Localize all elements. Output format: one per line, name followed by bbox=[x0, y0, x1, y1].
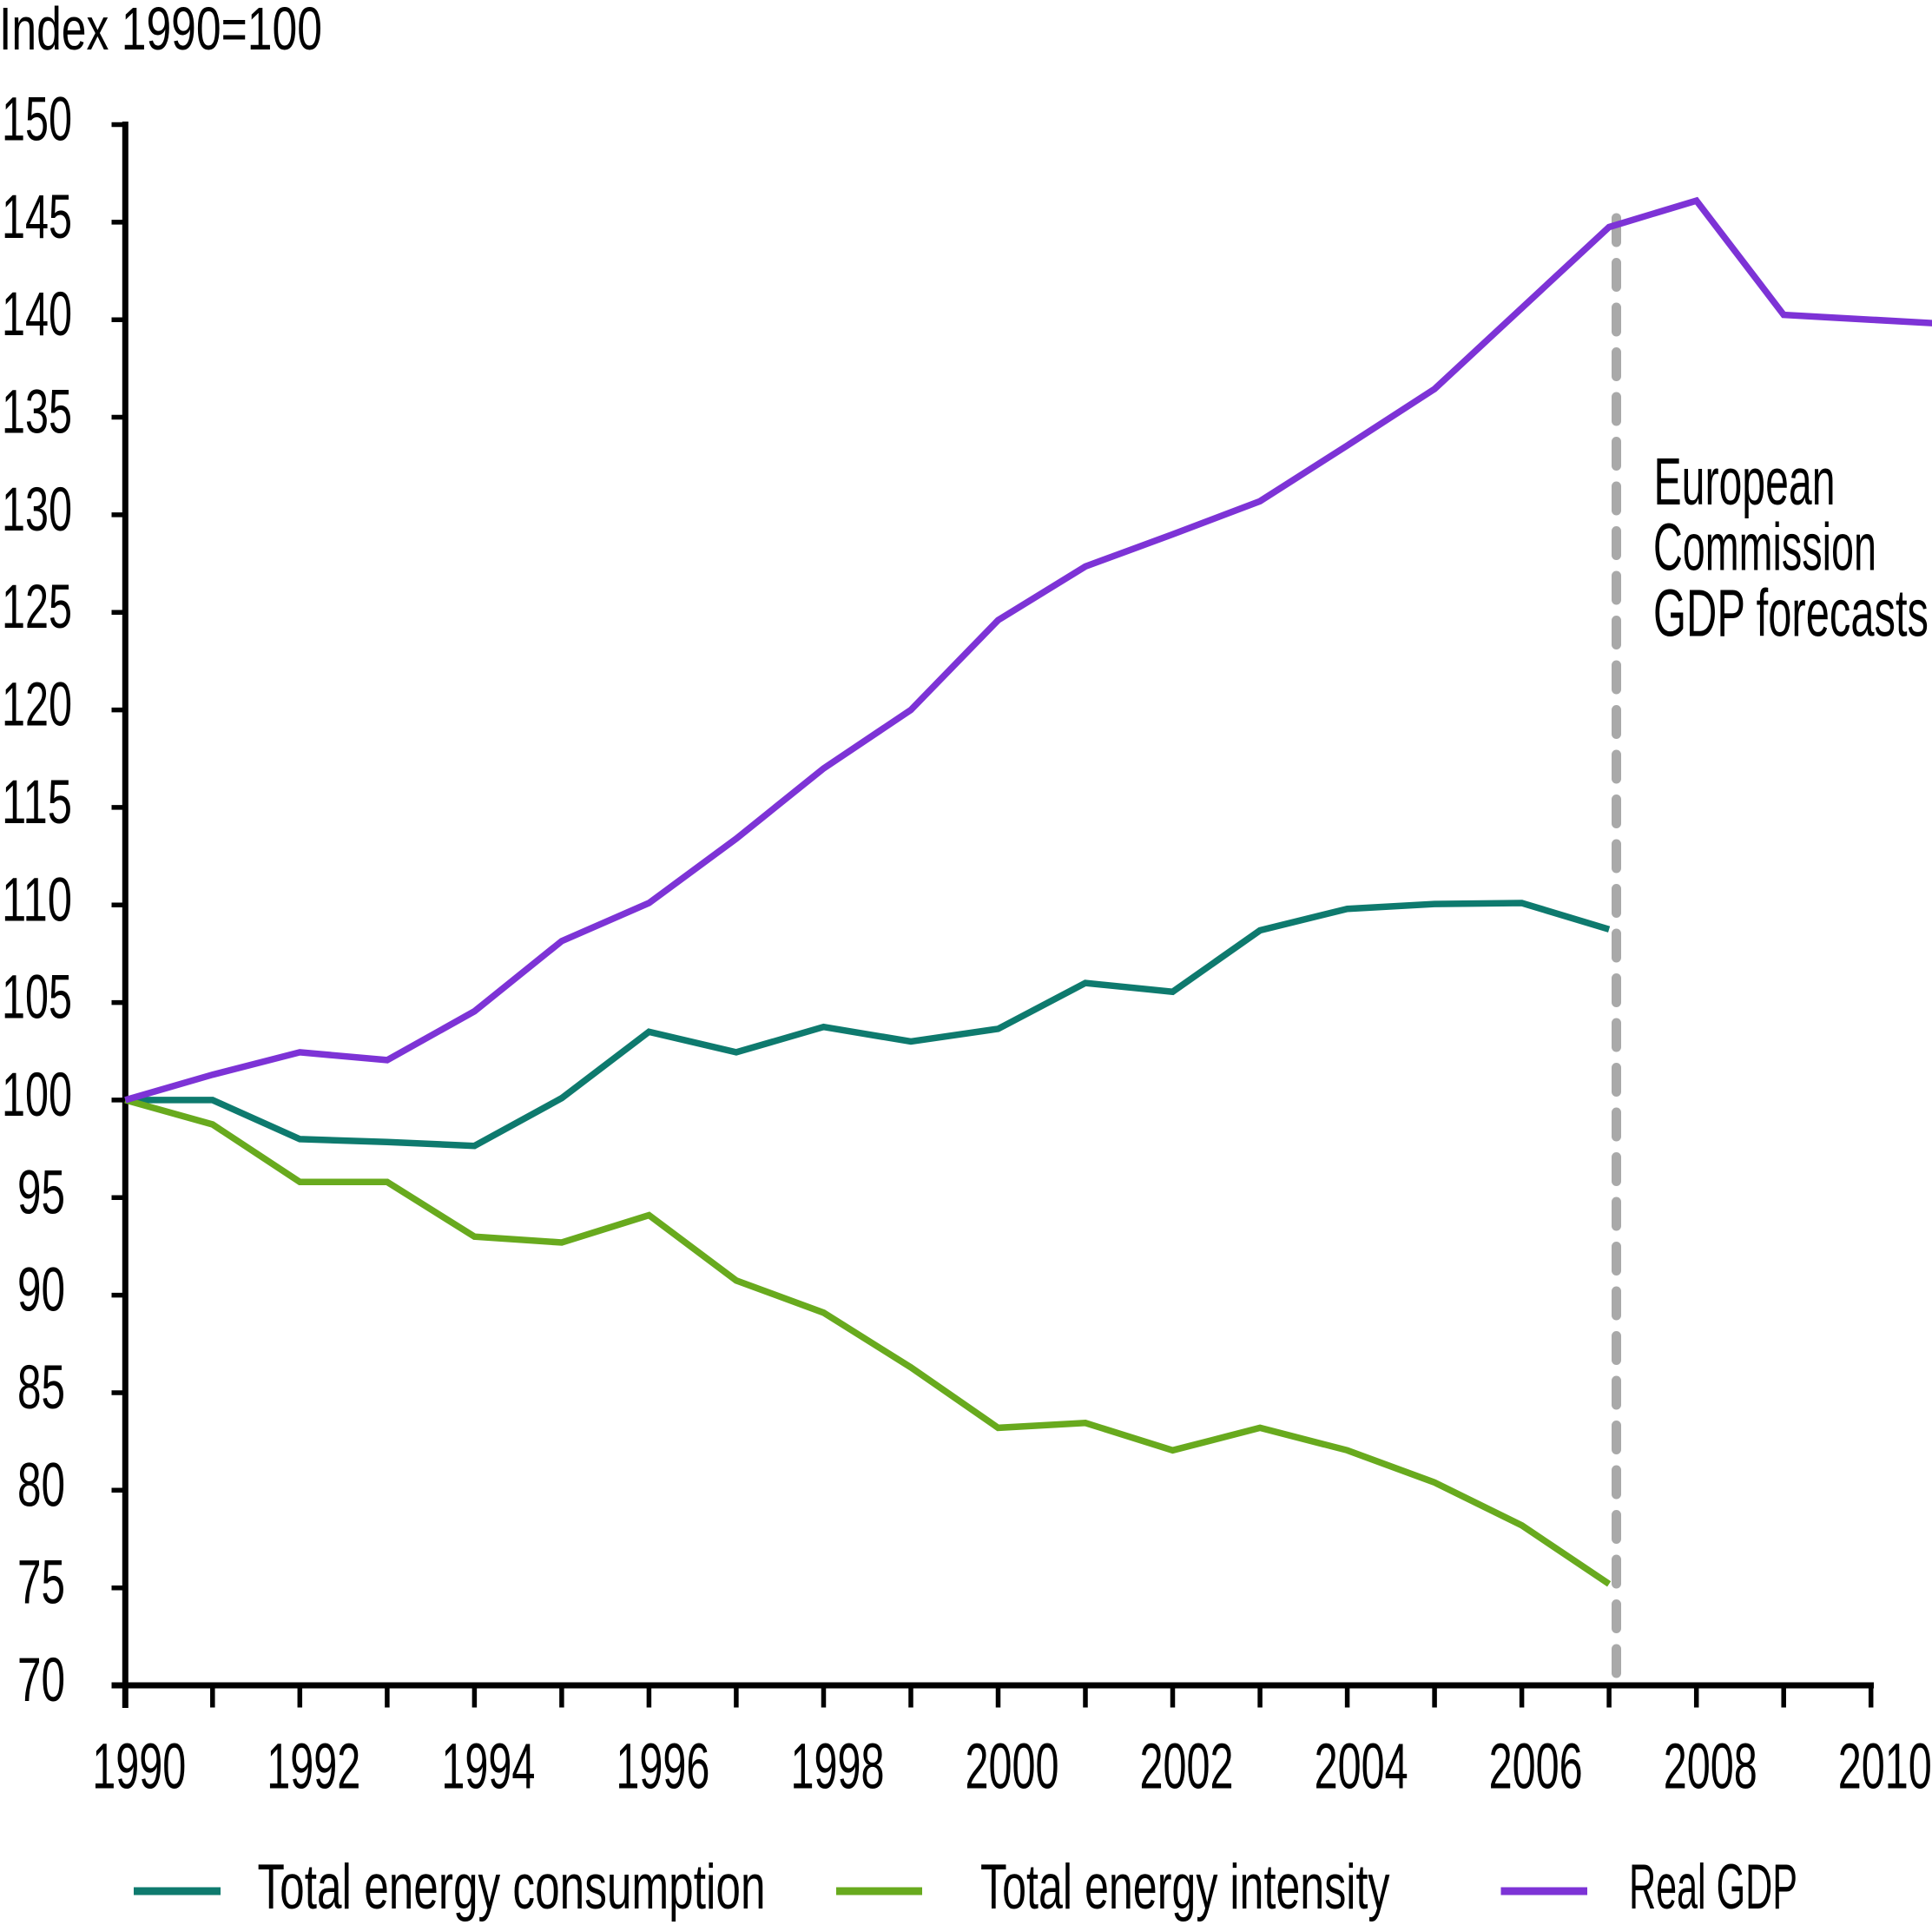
svg-text:105: 105 bbox=[2, 964, 72, 1032]
svg-text:100: 100 bbox=[2, 1061, 72, 1130]
svg-text:140: 140 bbox=[2, 280, 72, 349]
svg-text:95: 95 bbox=[17, 1158, 65, 1227]
svg-text:130: 130 bbox=[2, 476, 72, 544]
svg-text:145: 145 bbox=[2, 183, 72, 252]
svg-text:120: 120 bbox=[2, 671, 72, 740]
svg-text:2000: 2000 bbox=[966, 1731, 1059, 1803]
svg-text:2002: 2002 bbox=[1140, 1731, 1234, 1803]
svg-text:2006: 2006 bbox=[1489, 1731, 1583, 1803]
svg-text:115: 115 bbox=[2, 768, 72, 837]
svg-text:1994: 1994 bbox=[441, 1731, 535, 1803]
svg-text:1996: 1996 bbox=[616, 1731, 709, 1803]
svg-text:70: 70 bbox=[17, 1646, 65, 1715]
svg-text:2004: 2004 bbox=[1315, 1731, 1408, 1803]
svg-text:Total energy intensity: Total energy intensity bbox=[980, 1852, 1390, 1922]
svg-text:150: 150 bbox=[2, 86, 72, 155]
svg-text:85: 85 bbox=[17, 1354, 65, 1422]
svg-text:2008: 2008 bbox=[1664, 1731, 1757, 1803]
svg-text:135: 135 bbox=[2, 379, 72, 447]
svg-text:Total energy consumption: Total energy consumption bbox=[258, 1852, 766, 1922]
svg-text:European: European bbox=[1654, 445, 1836, 519]
svg-text:2010: 2010 bbox=[1838, 1731, 1932, 1803]
svg-text:75: 75 bbox=[17, 1549, 65, 1618]
svg-text:GDP forecasts: GDP forecasts bbox=[1653, 577, 1929, 651]
svg-text:125: 125 bbox=[2, 573, 72, 642]
svg-text:80: 80 bbox=[17, 1451, 65, 1520]
svg-text:1990: 1990 bbox=[92, 1731, 186, 1803]
svg-text:Real GDP: Real GDP bbox=[1629, 1852, 1797, 1922]
svg-text:1998: 1998 bbox=[791, 1731, 885, 1803]
svg-text:1992: 1992 bbox=[267, 1731, 360, 1803]
svg-text:Commission: Commission bbox=[1653, 511, 1876, 585]
svg-text:Index 1990=100: Index 1990=100 bbox=[0, 0, 322, 63]
svg-text:90: 90 bbox=[17, 1256, 65, 1325]
svg-text:110: 110 bbox=[2, 866, 72, 934]
